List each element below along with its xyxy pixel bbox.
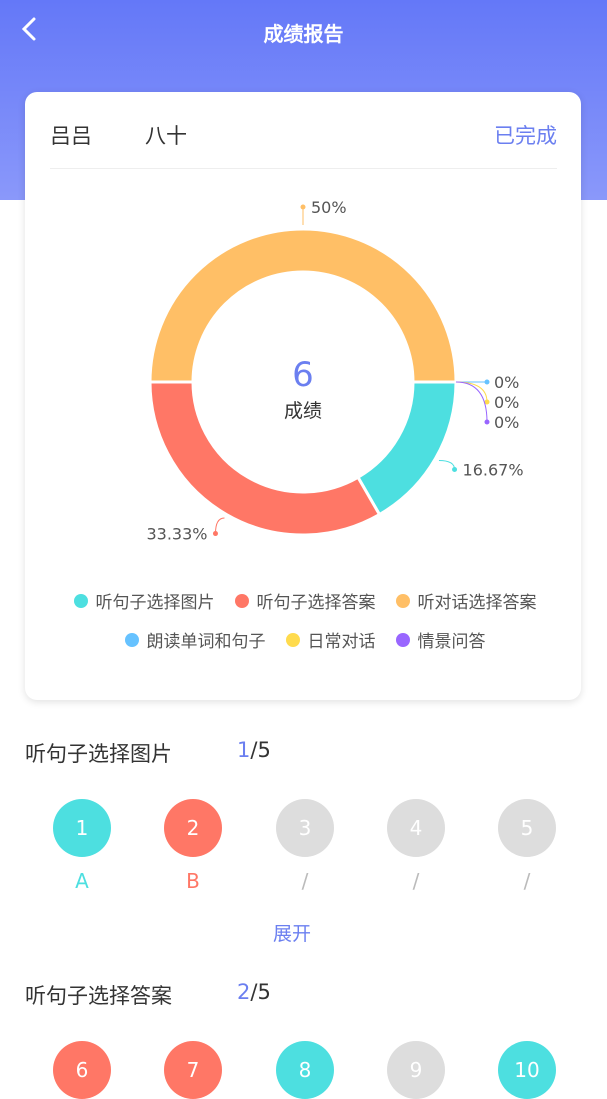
answer: / [301,869,309,893]
back-button[interactable] [14,14,44,44]
score: 2/5 [237,980,271,1004]
student-name: 吕吕 [50,124,92,148]
legend-dot [234,593,249,608]
grade: 八十 [145,124,187,148]
legend-label: 日常对话 [307,632,376,652]
legend-item: 听句子选择答案 [234,588,376,613]
score: 1/5 [237,738,271,762]
donut-slice [148,380,382,537]
question-button[interactable]: 2 [164,799,222,857]
score-correct: 2 [237,980,251,1004]
leader-dot [212,531,218,537]
score-total: 5 [257,738,271,762]
legend-label: 情景问答 [417,632,486,652]
answer: B [186,869,200,893]
answer: / [412,869,420,893]
leader-dot [300,204,306,210]
question-button[interactable]: 6 [53,1041,111,1099]
legend-item: 朗读单词和句子 [124,627,266,652]
slice-label: 16.67% [463,461,524,480]
legend-item: 情景问答 [395,627,486,652]
question-button[interactable]: 4 [387,799,445,857]
status: 已完成 [494,124,557,148]
leader-dot [484,419,490,425]
expand-button[interactable]: 展开 [272,923,311,945]
slice-label: 33.33% [146,525,207,544]
question-button[interactable]: 1 [53,799,111,857]
legend-dot [73,593,88,608]
legend-label: 听句子选择图片 [95,593,215,613]
legend-label: 朗读单词和句子 [146,632,266,652]
score-separator: / [250,738,258,762]
legend-label: 听对话选择答案 [417,593,537,613]
legend-label: 听句子选择答案 [256,593,376,613]
score-total: 5 [257,980,271,1004]
question-button[interactable]: 3 [276,799,334,857]
center-label: 成绩 [284,400,322,422]
legend: 听句子选择图片 听句子选择答案 听对话选择答案朗读单词和句子 日常对话 情景问答 [40,588,570,652]
legend-dot [285,632,300,647]
legend-dot [395,632,410,647]
donut-slice [148,227,458,384]
section-title: 听句子选择图片 [25,742,172,766]
summary-card [25,92,581,700]
legend-dot [395,593,410,608]
donut-chart: 16.67%33.33%50%0%0%0%6成绩 [146,198,524,544]
leader-dot [484,399,490,405]
slice-label: 50% [311,198,347,217]
slice-label: 0% [494,413,519,432]
legend-item: 听句子选择图片 [73,588,215,613]
question-button[interactable]: 8 [276,1041,334,1099]
question-button[interactable]: 5 [498,799,556,857]
donut-slice [355,380,458,517]
answer: / [523,869,531,893]
center-value: 6 [292,355,314,395]
score-correct: 1 [237,738,251,762]
leader-line [438,460,456,470]
leader-dot [452,467,458,473]
leader-line [214,517,225,534]
slice-label: 0% [494,393,519,412]
question-button[interactable]: 9 [387,1041,445,1099]
answer: A [75,869,89,893]
question-button[interactable]: 10 [498,1041,556,1099]
legend-item: 听对话选择答案 [395,588,537,613]
leader-line [455,381,488,423]
divider [50,168,557,169]
legend-item: 日常对话 [285,627,376,652]
section-title: 听句子选择答案 [25,984,172,1008]
page-title: 成绩报告 [263,22,344,46]
slice-label: 0% [494,373,519,392]
question-button[interactable]: 7 [164,1041,222,1099]
score-separator: / [250,980,258,1004]
leader-dot [484,379,490,385]
legend-dot [124,632,139,647]
